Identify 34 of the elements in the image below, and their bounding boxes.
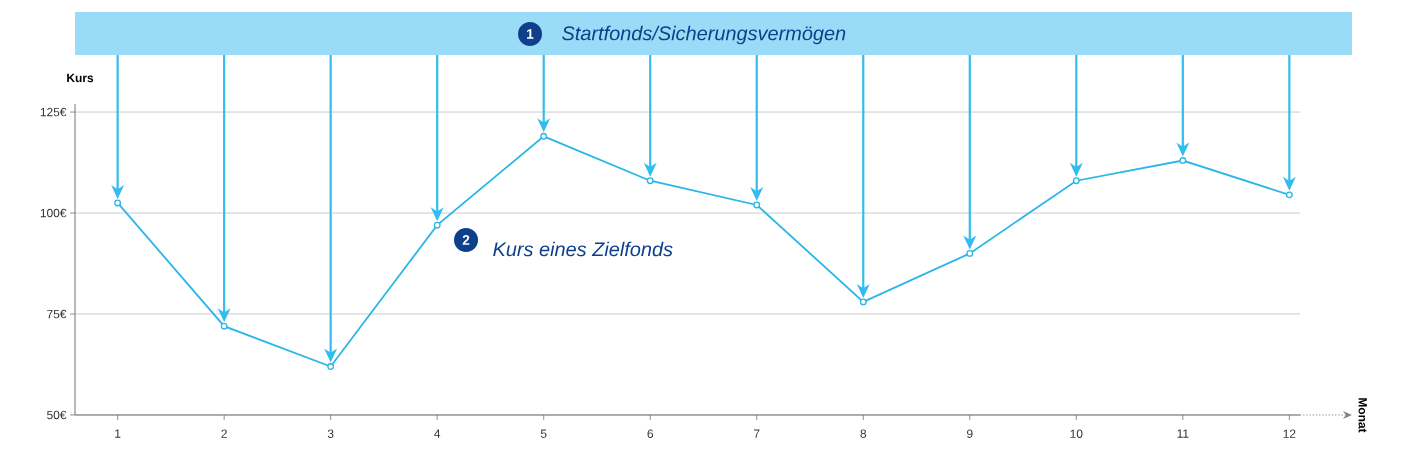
point [859,298,867,306]
x-tick-label: 3 [327,429,334,438]
annotation: Kurs eines Zielfonds [493,241,673,257]
point [753,201,761,209]
point [220,322,228,330]
x-tick-label: 4 [434,429,441,438]
x-tick-label: 9 [967,429,973,438]
y-tick-label: 125€ [40,107,67,117]
point [1072,177,1080,185]
point [1179,157,1187,164]
x-tick-label: 8 [860,429,867,438]
y-axis-title: Kurs [67,73,94,83]
y-tick-label: 100€ [40,208,67,218]
x-tick-label: 6 [647,429,654,438]
point [646,177,654,185]
y-tick-label: 50€ [47,410,67,420]
y-tick-label: 75€ [47,309,67,319]
text: Monat [1358,398,1367,433]
annotation: 2 [462,235,470,245]
x-tick-label: 10 [1070,429,1083,438]
x-tick-label: 5 [540,429,547,438]
x-tick-label: 1 [115,429,121,438]
x-tick-label: 12 [1283,429,1296,438]
x-tick-label: 7 [754,429,760,438]
text: 1 [527,29,534,39]
x-tick-label: 11 [1177,429,1189,438]
point [540,132,548,140]
point [1285,191,1293,199]
point [327,363,335,370]
text: Startfonds/Sicherungsvermögen [562,25,846,45]
point [433,221,441,229]
point [966,249,974,257]
x-tick-label: 2 [221,429,227,438]
point [114,199,122,207]
